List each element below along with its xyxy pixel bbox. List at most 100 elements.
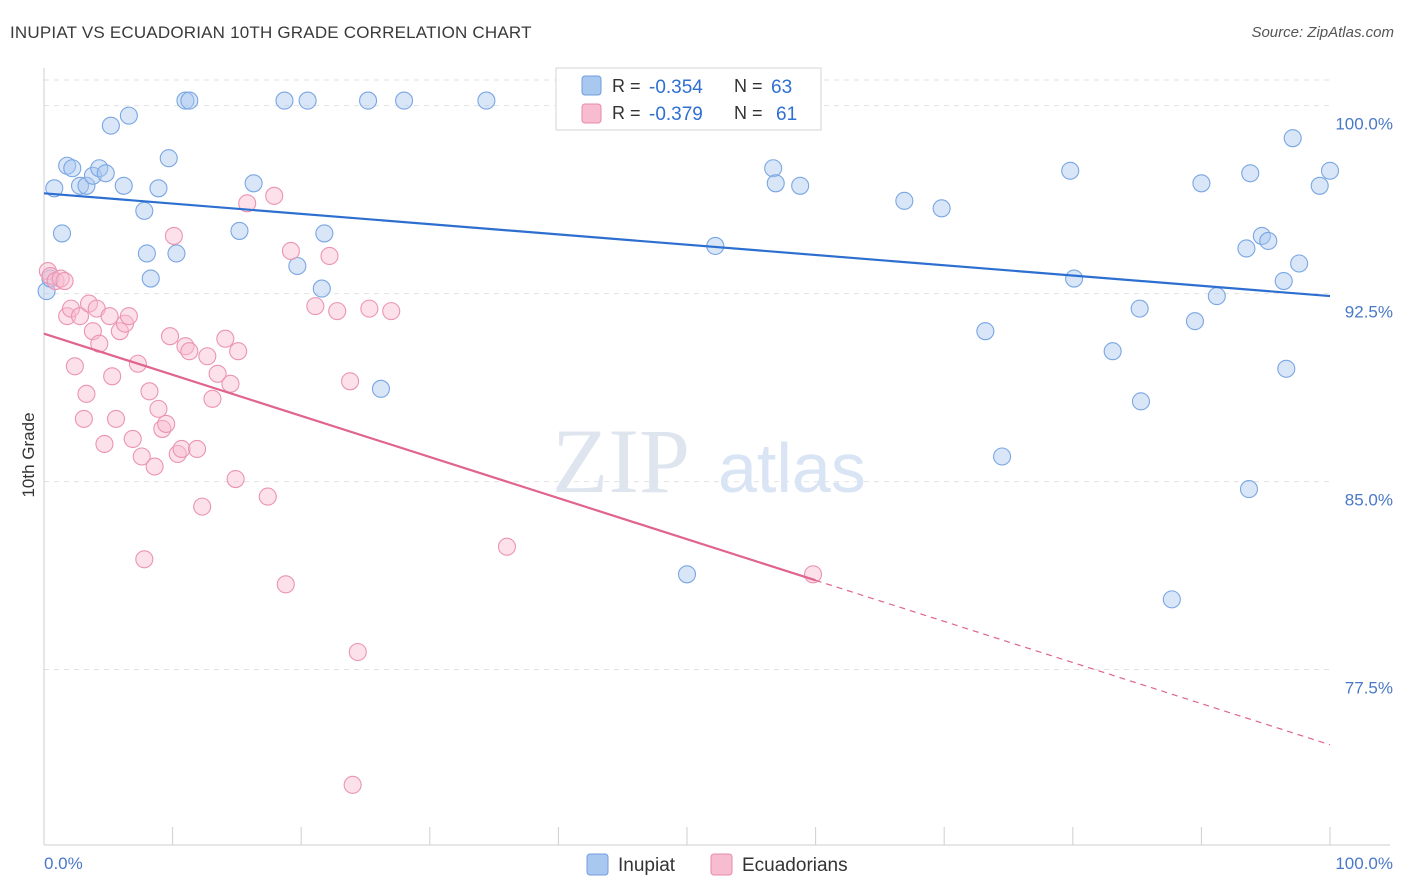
inupiat-point [1103, 342, 1122, 361]
y-tick-label: 100.0% [1335, 115, 1393, 134]
legend-r-value-2: -0.379 [649, 104, 703, 125]
legend-bottom-swatch-ecuadorians [710, 853, 733, 876]
inupiat-point [96, 164, 115, 183]
ecuadorians-point [306, 297, 325, 316]
legend-n-value-2: 61 [776, 104, 797, 125]
ecuadorians-point [103, 367, 122, 386]
ecuadorians-point [265, 186, 284, 205]
inupiat-point [1239, 480, 1259, 499]
inupiat-point [1283, 129, 1302, 148]
ecuadorians-point [341, 372, 360, 391]
ecuadorians-point [74, 409, 93, 428]
ecuadorians-point [276, 575, 295, 594]
inupiat-point [159, 149, 178, 168]
ecuadorians-point [135, 550, 154, 569]
ecuadorians-point [65, 357, 84, 376]
ecuadorians-point [106, 409, 126, 428]
inupiat-point [1237, 239, 1256, 258]
inupiat-point [315, 224, 334, 243]
legend-n-label-1: N = [734, 76, 763, 96]
ecuadorians-point [70, 307, 90, 326]
source-credit: Source: ZipAtlas.com [1251, 24, 1394, 41]
ecuadorians-point [203, 389, 222, 408]
legend-swatch-ecuadorians [581, 103, 602, 124]
chart-title: INUPIAT VS ECUADORIAN 10TH GRADE CORRELA… [10, 23, 532, 42]
ecuadorians-point [41, 266, 60, 286]
ecuadorians-point [221, 374, 240, 393]
inupiat-point [1310, 176, 1329, 195]
inupiat-point [1207, 287, 1226, 306]
inupiat-point [371, 379, 390, 398]
inupiat-point [766, 174, 785, 193]
legend-bottom-label-ecuadorians: Ecuadorians [742, 855, 848, 876]
legend-n-label-2: N = [734, 103, 763, 123]
inupiat-point [1290, 254, 1309, 273]
inupiat-point [677, 565, 697, 584]
inupiat-point [77, 176, 96, 195]
inupiat-point [119, 106, 138, 125]
ecuadorians-point [140, 382, 159, 401]
y-tick-label: 85.0% [1345, 491, 1393, 510]
inupiat-point [477, 91, 496, 110]
inupiat-point [298, 91, 317, 110]
ecuadorians-point [360, 299, 379, 318]
ecuadorians-point [187, 439, 207, 459]
legend-bottom-swatch-inupiat [586, 853, 609, 876]
y-tick-label: 77.5% [1345, 679, 1393, 698]
watermark-zip: ZIP [552, 410, 690, 512]
ecuadorians-point [497, 537, 517, 556]
ecuadorians-point [229, 342, 248, 361]
inupiat-trend-line [43, 192, 1331, 298]
inupiat-point [1274, 271, 1293, 291]
inupiat-point [1131, 392, 1151, 411]
inupiat-point [1130, 299, 1149, 318]
inupiat-point [993, 447, 1012, 466]
y-tick-labels: 77.5% 85.0% 92.5% 100.0% [1335, 115, 1393, 698]
ecuadorians-point [149, 399, 168, 418]
legend-n-value-1: 63 [771, 77, 792, 98]
ecuadorians-point [193, 497, 212, 516]
inupiat-point [176, 91, 195, 110]
legend-bottom-label-inupiat: Inupiat [618, 855, 676, 876]
y-axis-label: 10th Grade [19, 412, 38, 497]
ecuadorians-point [328, 302, 347, 321]
ecuadorians-trend-line-extension [815, 579, 1331, 746]
ecuadorians-point [160, 327, 180, 346]
inupiat-point [275, 91, 294, 110]
trend-lines [43, 192, 1331, 746]
inupiat-point [141, 269, 160, 288]
ecuadorians-point [95, 434, 114, 454]
watermark-atlas: atlas [718, 429, 866, 507]
inupiat-point [230, 221, 249, 240]
ecuadorians-point [382, 302, 401, 321]
inupiat-point [45, 179, 64, 198]
ecuadorians-point [216, 329, 235, 348]
inupiat-point [976, 322, 995, 341]
inupiat-point [1259, 231, 1278, 250]
inupiat-point [244, 174, 263, 193]
inupiat-point [52, 224, 72, 243]
legend-r-label-2: R = [612, 103, 641, 123]
inupiat-point [764, 159, 783, 178]
ecuadorians-point [123, 429, 142, 449]
inupiat-point [1192, 174, 1211, 193]
inupiat-point [1162, 590, 1181, 609]
ecuadorians-point [145, 457, 164, 476]
legend-swatch-inupiat [581, 75, 602, 96]
inupiat-point [180, 91, 199, 110]
inupiat-point [58, 156, 77, 175]
ecuadorians-point [258, 487, 277, 506]
ecuadorians-point [77, 384, 96, 403]
ecuadorians-point [119, 307, 138, 326]
inupiat-point [312, 279, 331, 298]
ecuadorians-point [226, 470, 245, 489]
legend-top: R = -0.354 N = 63 R = -0.379 N = 61 [555, 67, 822, 131]
ecuadorians-point [61, 299, 81, 318]
x-tick-label-max: 100.0% [1335, 854, 1393, 873]
inupiat-point [1061, 161, 1080, 180]
ecuadorians-point [132, 447, 151, 466]
inupiat-point [137, 244, 156, 263]
ecuadorians-point [164, 226, 183, 245]
inupiat-point [1065, 269, 1084, 288]
y-tick-label: 92.5% [1345, 303, 1393, 322]
